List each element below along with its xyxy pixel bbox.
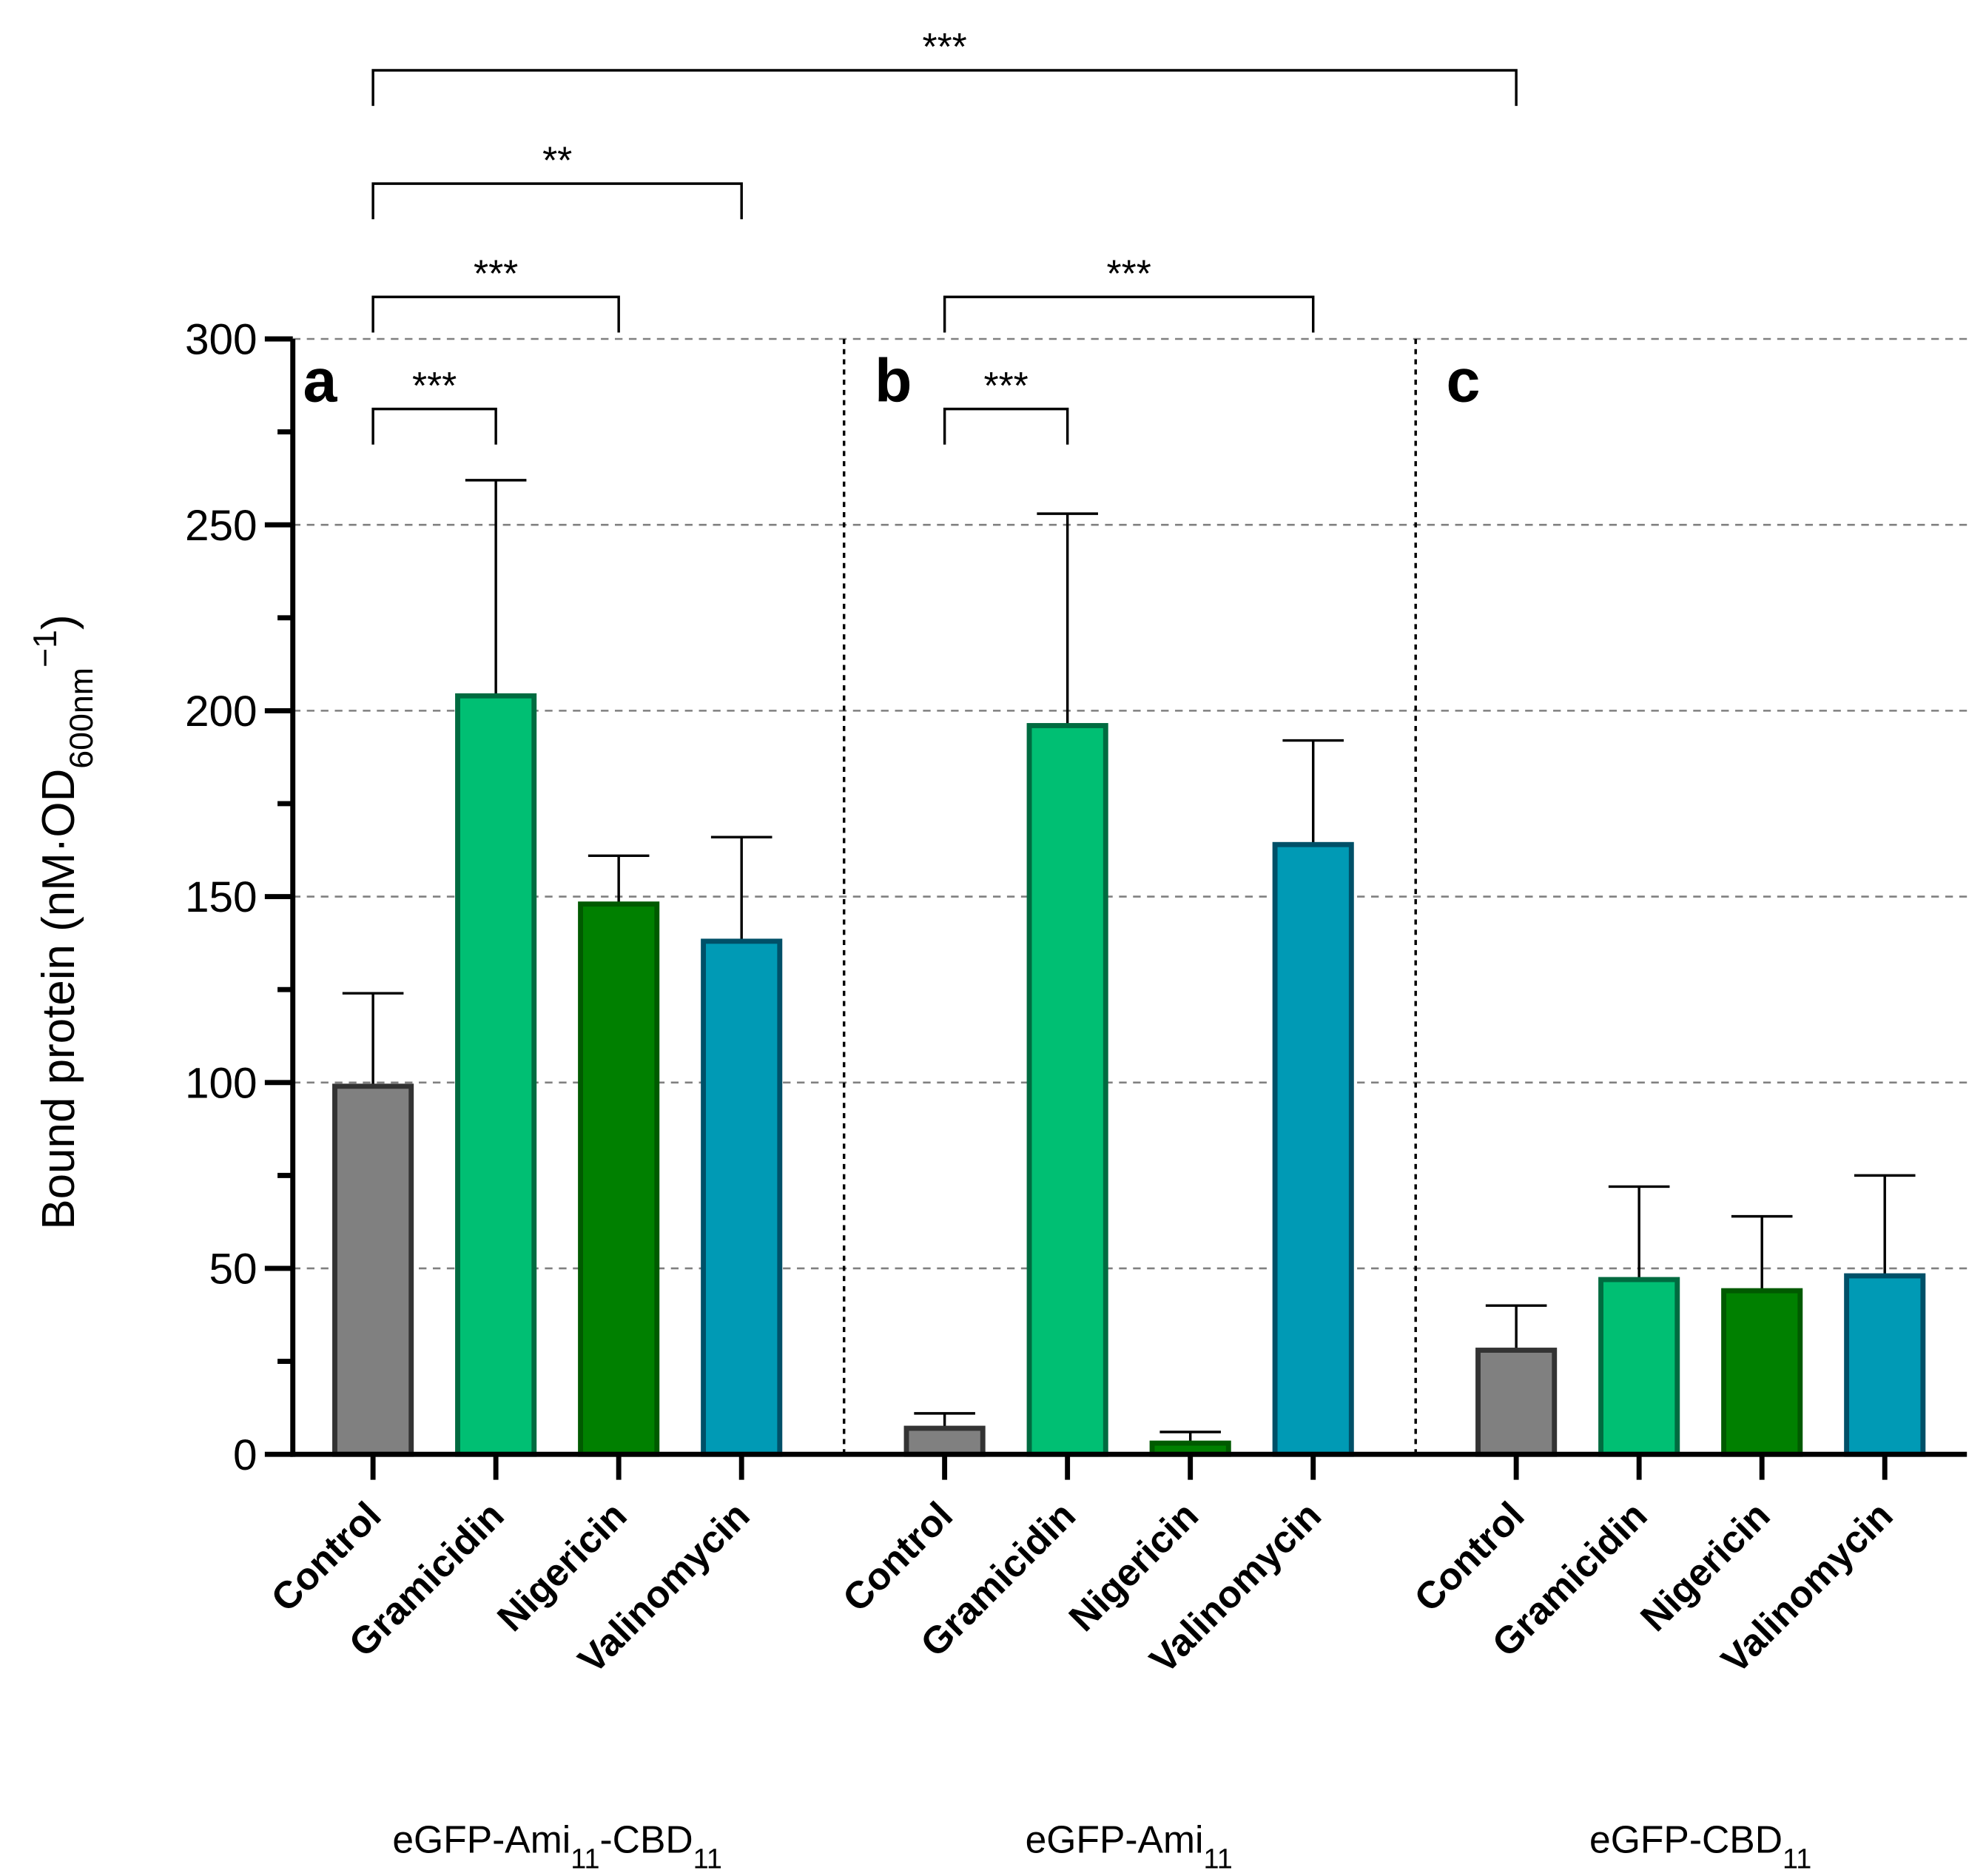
bar-gramicidin: [1026, 723, 1108, 1457]
bar-valinomycin: [1844, 1273, 1926, 1457]
significance-bracket: [371, 69, 1518, 107]
x-tick-label: Control: [1406, 1493, 1532, 1620]
bar-valinomycin: [1272, 841, 1354, 1457]
y-tick-label: 150: [185, 873, 257, 921]
significance-bracket: [943, 407, 1069, 445]
bar-control: [1475, 1348, 1558, 1457]
significance-label: ***: [922, 25, 966, 68]
significance-label: ***: [412, 364, 457, 407]
significance-bracket: [943, 295, 1315, 333]
bar-gramicidin: [455, 693, 537, 1457]
significance-label: ***: [474, 252, 518, 295]
y-tick-label: 100: [185, 1059, 257, 1107]
x-tick-label: Control: [834, 1493, 960, 1620]
panel-label: a: [303, 346, 337, 414]
bar-gramicidin: [1598, 1277, 1680, 1457]
bar-valinomycin: [701, 938, 783, 1457]
y-tick-label: 200: [185, 687, 257, 736]
significance-bracket: [371, 182, 743, 220]
y-tick-label: 250: [185, 502, 257, 550]
significance-label: ***: [1107, 252, 1151, 295]
bar-control: [903, 1425, 986, 1457]
bar-control: [332, 1083, 414, 1457]
panel-label: b: [875, 346, 912, 414]
y-tick-label: 50: [209, 1245, 257, 1294]
y-axis-label: Bound protein (nM·OD600nm−1): [27, 614, 99, 1229]
significance-label: **: [542, 138, 572, 181]
bar-nigericin: [1721, 1288, 1803, 1457]
group-label: eGFP-Ami11: [1026, 1818, 1233, 1875]
significance-label: ***: [984, 364, 1029, 407]
bar-nigericin: [578, 901, 660, 1457]
x-tick-label: Control: [263, 1493, 389, 1620]
group-label: eGFP-CBD11: [1589, 1818, 1811, 1875]
y-tick-label: 0: [233, 1431, 257, 1479]
y-tick-label: 300: [185, 316, 257, 364]
panel-label: c: [1447, 346, 1481, 414]
significance-bracket: [371, 407, 497, 445]
group-label: eGFP-Ami11-CBD11: [392, 1818, 722, 1875]
significance-bracket: [371, 295, 620, 333]
